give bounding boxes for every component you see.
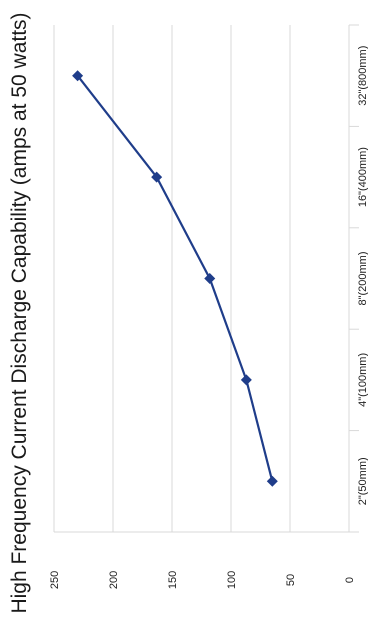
value-tick-label-0: 0 <box>344 577 356 583</box>
category-tick-label-2: 8"(200mm) <box>357 251 368 305</box>
value-tick-label-150: 150 <box>167 571 179 589</box>
value-tick-label-200: 200 <box>108 571 120 589</box>
series-line-0 <box>76 75 274 482</box>
category-tick-label-1: 4"(100mm) <box>357 353 368 407</box>
grid-layer <box>53 24 359 533</box>
chart-title: High Frequency Current Discharge Capabil… <box>8 12 31 613</box>
series-layer <box>72 70 278 487</box>
data-point-0 <box>266 475 278 487</box>
category-tick-label-0: 2"(50mm) <box>357 457 368 505</box>
data-point-1 <box>240 374 252 386</box>
data-point-4 <box>72 70 84 82</box>
category-tick-label-3: 16"(400mm) <box>357 147 368 207</box>
value-tick-label-50: 50 <box>285 574 297 586</box>
value-tick-label-250: 250 <box>49 571 61 589</box>
data-point-2 <box>204 273 216 284</box>
label-layer: 0 50 100 150 200 250 2"(50mm) 4"(100mm) 8"(200mm… <box>49 46 368 590</box>
category-tick-label-4: 32"(800mm) <box>357 46 368 106</box>
value-tick-label-100: 100 <box>226 571 238 589</box>
data-point-3 <box>151 171 163 183</box>
